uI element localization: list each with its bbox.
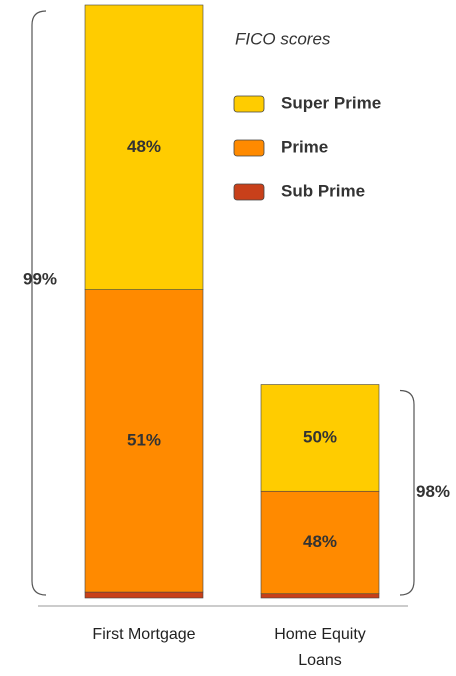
- value-label: 51%: [127, 430, 161, 449]
- value-label: 48%: [303, 532, 337, 551]
- bracket-label: 98%: [416, 482, 450, 501]
- bar-segment: [84, 289, 204, 593]
- bar-segment: [260, 384, 380, 492]
- legend-swatch: [233, 183, 265, 201]
- legend-swatch: [233, 95, 265, 113]
- bar-segment: [260, 593, 380, 599]
- legend-label: Sub Prime: [281, 181, 365, 200]
- legend-title: FICO scores: [235, 29, 331, 48]
- legend-label: Super Prime: [281, 93, 381, 112]
- bracket-label: 99%: [23, 269, 57, 288]
- value-label: 48%: [127, 137, 161, 156]
- x-tick-label: First Mortgage: [92, 626, 196, 643]
- bar-segment: [84, 4, 204, 290]
- bar-segment: [84, 591, 204, 599]
- x-tick-label: Home Equity Loans: [274, 626, 366, 669]
- bracket: [399, 389, 415, 596]
- legend-label: Prime: [281, 137, 328, 156]
- legend-swatch: [233, 139, 265, 157]
- bar-segment: [260, 490, 380, 595]
- category-label-box: Home Equity Loans: [274, 626, 366, 669]
- category-label-box: First Mortgage: [92, 626, 196, 643]
- value-label: 50%: [303, 427, 337, 446]
- bracket: [31, 10, 47, 596]
